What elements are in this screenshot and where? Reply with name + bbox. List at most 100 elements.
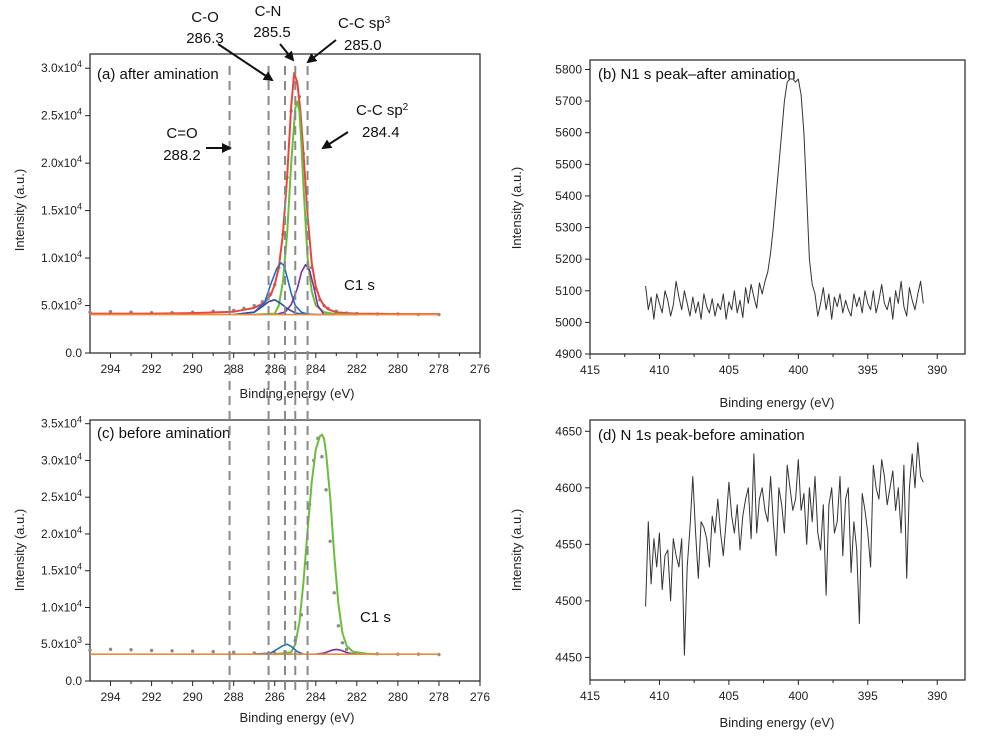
panel-a-series-sp3-line	[233, 261, 337, 316]
panel-c-data-point	[231, 650, 236, 655]
panel-b-plot-frame	[589, 59, 966, 355]
panel-c-x-tick-label: 292	[142, 690, 162, 704]
annotation-c-eq-o-value: 288.2	[163, 147, 201, 164]
panel-b-y-tick-label: 5700	[555, 94, 582, 108]
panel-d-ylabel: Intensity (a.u.)	[509, 509, 524, 591]
panel-a-series-envelope-line	[90, 72, 439, 316]
panel-c-data-point	[340, 641, 345, 645]
panel-c-y-tick-label: 0.0	[65, 674, 82, 688]
panel-d-series-n1s-line	[645, 442, 924, 656]
panel-b-y-tick-label: 5600	[555, 126, 582, 140]
panel-b-axes: 415 410 405 400 395 390 4900 5000 5100 5200 5300 54…	[555, 59, 966, 377]
panel-c-title: (c) before amination	[97, 425, 230, 442]
panel-c-data-point	[332, 591, 336, 595]
panel-b-x-tick-label: 405	[719, 363, 739, 377]
panel-c-x-tick-label: 276	[470, 690, 490, 704]
panel-a-peak-label: C1 s	[344, 277, 375, 294]
panel-a-y-tick-label: 5.0x103	[41, 297, 82, 313]
panel-a-x-tick-label: 294	[101, 362, 121, 376]
panel-a-x-tick-label: 280	[388, 362, 408, 376]
panel-a-x-tick-label: 286	[265, 362, 285, 376]
panel-a-x-tick-label: 284	[306, 362, 326, 376]
panel-c-peak-label: C1 s	[360, 609, 391, 626]
panel-a-y-tick-label: 1.0x104	[41, 249, 82, 265]
panel-d-x-tick-label: 390	[927, 689, 947, 703]
panel-c-chart: (c) before amination 294 292 290 288 286 284 2…	[12, 415, 490, 725]
panel-c-y-tick-label: 3.5x104	[41, 415, 82, 431]
panel-a-data-point	[108, 310, 113, 314]
panel-b-series-n1s-line	[645, 78, 924, 320]
panel-a-series-sp2-line	[254, 100, 357, 316]
panel-b-x-tick-label: 410	[649, 363, 669, 377]
panel-c-y-tick-label: 5.0x103	[41, 635, 82, 651]
panel-c-axes: 294 292 290 288 286 284 282 280 278 276 0.0 5.0x103…	[41, 415, 490, 704]
panel-d-x-tick-label: 395	[858, 689, 878, 703]
panel-d-y-tick-label: 4600	[555, 481, 582, 495]
panel-c-data-point	[190, 649, 195, 653]
panel-c-data-point	[149, 648, 154, 653]
panel-d-title: (d) N 1s peak-before amination	[598, 427, 805, 444]
panel-d-x-tick-label: 415	[580, 689, 600, 703]
panel-c-data-point	[211, 649, 215, 654]
panel-d-plot-frame	[589, 419, 966, 681]
panel-c-x-tick-label: 290	[183, 690, 203, 704]
panel-c-data-point	[170, 649, 174, 653]
panel-c-data-point	[324, 488, 328, 492]
panel-b-xlabel: Binding energy (eV)	[720, 395, 835, 410]
panel-d-x-tick-label: 405	[719, 689, 739, 703]
panel-a-x-tick-label: 288	[224, 362, 244, 376]
panel-c-x-tick-label: 280	[388, 690, 408, 704]
panel-a-x-tick-label: 290	[183, 362, 203, 376]
panel-b-ylabel: Intensity (a.u.)	[509, 167, 524, 249]
panel-b-y-tick-label: 5800	[555, 62, 582, 76]
panel-d-y-tick-label: 4450	[555, 650, 582, 664]
panel-d-y-tick-label: 4500	[555, 594, 582, 608]
panel-b-y-tick-label: 5300	[555, 221, 582, 235]
panel-d-xlabel: Binding energy (eV)	[720, 715, 835, 730]
panel-c-y-tick-label: 1.0x104	[41, 598, 82, 614]
panel-d-axes: 415 410 405 400 395 390 4450 4500 4550 4600 4650	[555, 419, 966, 703]
panel-a-series-c_n-line	[233, 298, 306, 316]
panel-c-y-tick-label: 3.0x104	[41, 451, 82, 467]
panel-d-y-tick-label: 4550	[555, 537, 582, 551]
annotation-c-o-arrow	[217, 43, 274, 82]
panel-a-y-tick-label: 2.0x104	[41, 154, 82, 170]
panel-b-title: (b) N1 s peak–after amination	[598, 66, 796, 83]
panel-a-xlabel: Binding energy (eV)	[240, 386, 355, 401]
panel-b-y-tick-label: 4900	[555, 347, 582, 361]
panel-b-y-tick-label: 5100	[555, 284, 582, 298]
panel-a-y-tick-label: 0.0	[65, 346, 82, 360]
panel-c-x-tick-label: 284	[306, 690, 326, 704]
panel-c-y-tick-label: 2.5x104	[41, 488, 82, 504]
panel-b-y-tick-label: 5500	[555, 157, 582, 171]
panel-c-series-c_o-line	[315, 648, 357, 655]
panel-a-y-tick-label: 3.0x104	[41, 59, 82, 75]
annotation-c-o-value: 286.3	[186, 30, 224, 47]
panel-c-data-point	[344, 647, 349, 652]
panel-a-y-tick-label: 2.5x104	[41, 107, 82, 123]
panel-c-data-point	[336, 624, 341, 628]
panel-c-y-tick-label: 2.0x104	[41, 525, 82, 541]
panel-b-y-tick-label: 5000	[555, 315, 582, 329]
panel-d-chart: (d) N 1s peak-before amination 415 410 405…	[509, 419, 966, 730]
annotation-c-n-value: 285.5	[253, 24, 291, 41]
panel-a-title: (a) after amination	[97, 66, 219, 83]
panel-a-axes: 294 292 290 288 286 284 282 280 278 276 0.0 5.0x103…	[41, 53, 490, 376]
panel-d-x-tick-label: 400	[788, 689, 808, 703]
panel-a-ylabel: Intensity (a.u.)	[12, 169, 27, 251]
panel-c-x-tick-label: 278	[429, 690, 449, 704]
peak-annotations: C-O 286.3 C-N 285.5 C-C sp3 285.0 C-C sp…	[163, 3, 408, 164]
panel-d-y-tick-label: 4650	[555, 424, 582, 438]
annotation-c-o-label: C-O	[191, 9, 219, 26]
panel-a-x-tick-label: 282	[347, 362, 367, 376]
panel-b-x-tick-label: 395	[858, 363, 878, 377]
panel-c-y-tick-label: 1.5x104	[41, 562, 82, 578]
panel-a-y-tick-label: 1.5x104	[41, 202, 82, 218]
panel-c-x-tick-label: 288	[224, 690, 244, 704]
panel-a-chart: (a) after amination 294 292 290 288 286 284 28…	[12, 53, 490, 401]
annotation-c-eq-o-label: C=O	[166, 125, 197, 142]
panel-c-data-point	[129, 648, 133, 652]
panel-c-x-tick-label: 286	[265, 690, 285, 704]
